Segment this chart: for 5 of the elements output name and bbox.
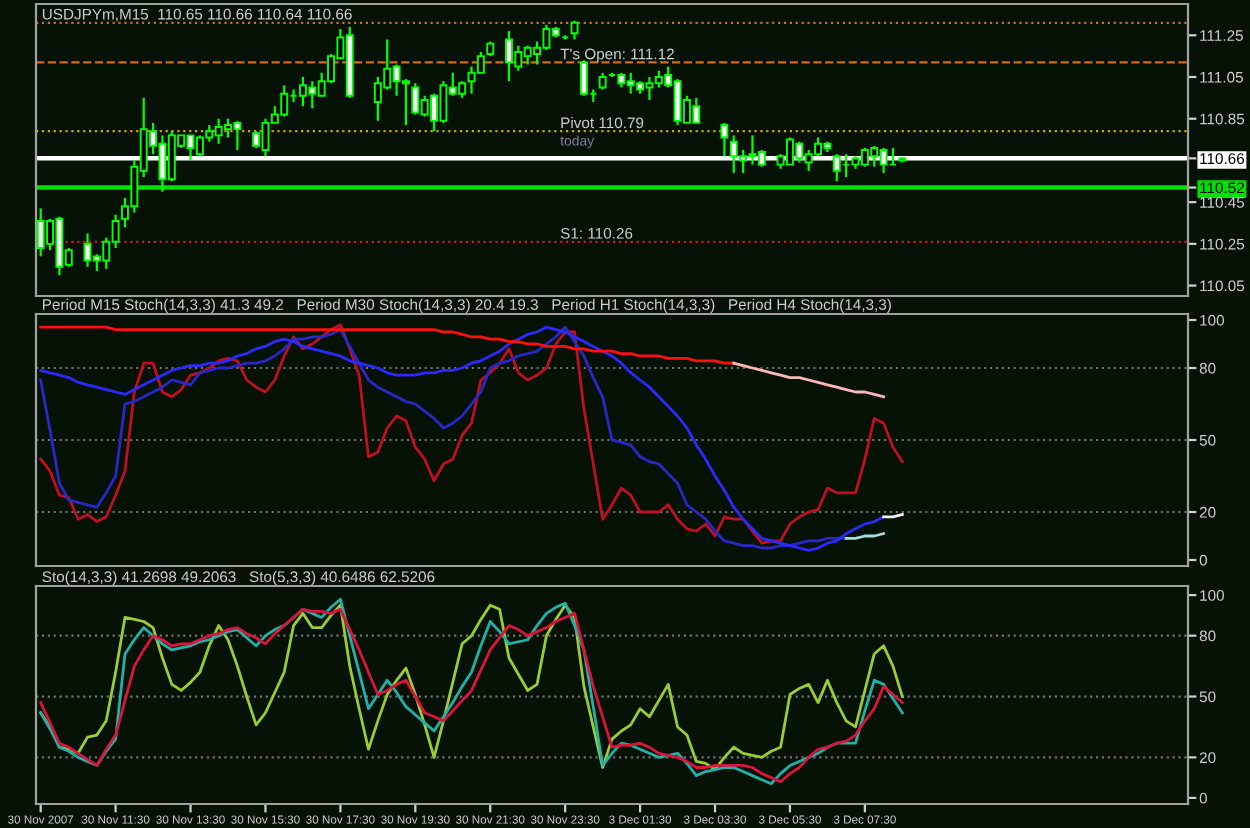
candlestick — [476, 50, 485, 74]
candlestick — [579, 59, 588, 97]
candlestick — [570, 19, 579, 41]
line-series — [39, 325, 736, 365]
line-series — [732, 361, 885, 399]
